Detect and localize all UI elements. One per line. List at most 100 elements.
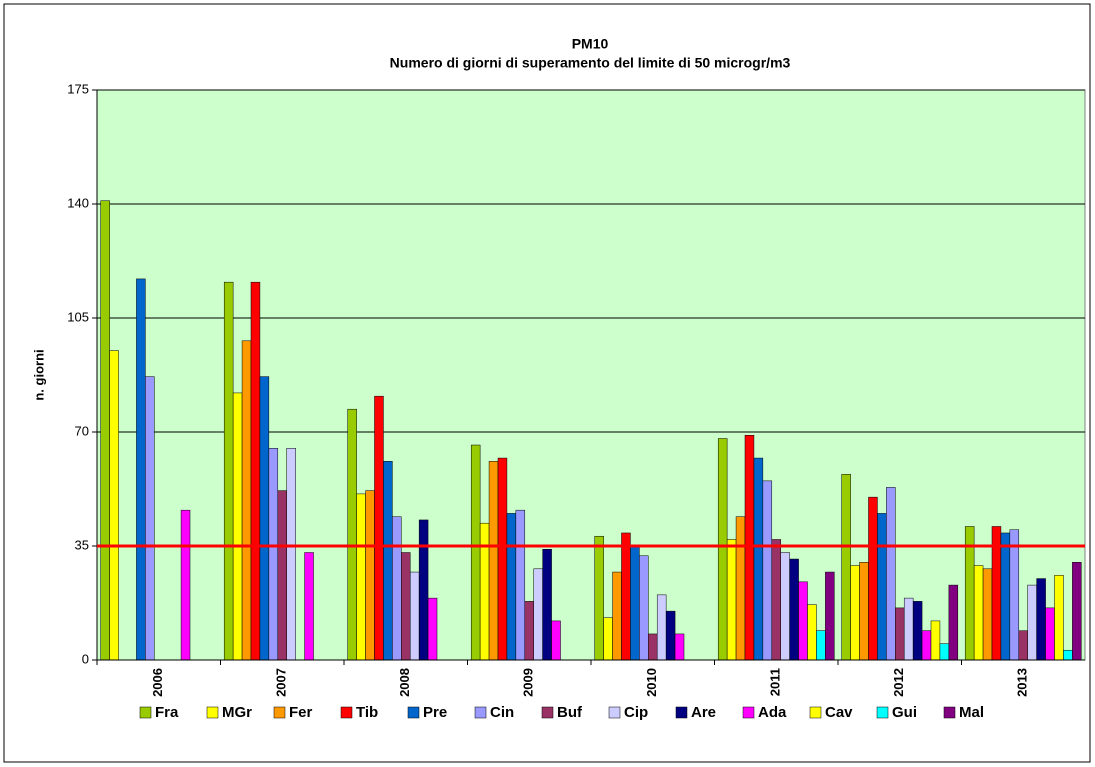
legend-swatch	[876, 706, 889, 719]
bar	[780, 552, 790, 661]
bar	[912, 601, 923, 661]
legend-swatch	[608, 706, 621, 719]
bar	[1027, 584, 1037, 661]
y-tick-label: 70	[75, 423, 89, 438]
bar	[401, 552, 411, 661]
y-tick-label: 105	[67, 309, 89, 324]
bar	[594, 535, 604, 661]
x-tick-label: 2012	[891, 668, 906, 697]
bar	[816, 630, 826, 661]
legend-label: Cav	[825, 704, 853, 721]
bar	[1054, 575, 1064, 661]
legend-label: Mal	[959, 704, 984, 721]
bar	[982, 568, 993, 661]
bar	[223, 281, 234, 661]
bar	[630, 545, 640, 661]
bar	[241, 340, 252, 661]
chart-title: PM10	[572, 36, 609, 52]
bar	[859, 562, 869, 661]
bar	[798, 581, 808, 661]
bar	[470, 444, 481, 661]
legend-swatch	[541, 706, 554, 719]
bar	[939, 643, 950, 661]
bar	[903, 597, 914, 661]
bar	[479, 522, 490, 661]
legend-swatch	[742, 706, 755, 719]
y-axis-label: n. giorni	[31, 349, 46, 400]
legend-swatch	[340, 706, 353, 719]
bar	[1009, 529, 1020, 661]
chart-subtitle: Numero di giorni di superamento del limi…	[390, 55, 791, 71]
bar	[232, 392, 243, 661]
bar	[347, 408, 357, 661]
bar	[789, 558, 799, 661]
bar	[259, 376, 270, 661]
legend-label: Gui	[892, 704, 917, 721]
bar	[771, 539, 781, 661]
bar	[726, 539, 737, 661]
bar	[365, 490, 375, 661]
bar	[277, 490, 287, 661]
bar	[136, 278, 146, 661]
y-tick-label: 0	[82, 651, 89, 666]
x-tick-label: 2009	[521, 668, 536, 697]
legend-label: Cin	[490, 704, 514, 721]
bar	[383, 461, 393, 661]
bar	[418, 519, 429, 661]
bar	[1063, 649, 1073, 661]
bar	[427, 597, 438, 661]
bar	[392, 516, 402, 661]
bar	[850, 565, 860, 661]
bar	[612, 571, 622, 661]
x-tick-label: 2007	[274, 668, 289, 697]
bar	[948, 584, 959, 661]
legend-swatch	[139, 706, 152, 719]
bar	[877, 513, 887, 661]
legend-label: Fra	[155, 704, 179, 721]
bar	[753, 457, 764, 661]
y-tick-label: 140	[67, 195, 89, 210]
x-tick-label: 2010	[644, 668, 659, 697]
bar	[603, 617, 613, 661]
bar	[717, 438, 728, 661]
bar	[1072, 562, 1082, 661]
x-tick-label: 2008	[397, 668, 412, 697]
bar	[868, 496, 878, 661]
bar	[1045, 607, 1055, 661]
bar	[268, 448, 279, 661]
bar	[841, 474, 851, 661]
bar	[1036, 578, 1046, 661]
x-tick-label: 2006	[150, 668, 165, 697]
bar	[409, 571, 420, 661]
bar	[735, 516, 746, 661]
bar	[250, 281, 261, 661]
bar	[762, 480, 773, 661]
bar	[356, 493, 366, 661]
y-tick-label: 175	[67, 81, 89, 96]
legend-swatch	[407, 706, 420, 719]
legend-label: Are	[691, 704, 716, 721]
bar	[488, 461, 499, 661]
bar	[656, 594, 667, 661]
bar	[674, 633, 685, 661]
bar	[1018, 630, 1028, 661]
bar	[506, 513, 517, 661]
legend-label: Buf	[557, 704, 583, 721]
bar	[286, 448, 296, 661]
bar	[921, 630, 932, 661]
bar	[930, 620, 941, 661]
bar	[304, 552, 314, 661]
bar	[886, 487, 896, 661]
bar	[807, 604, 817, 661]
bar	[533, 568, 543, 661]
legend-swatch	[675, 706, 688, 719]
legend-swatch	[273, 706, 286, 719]
bar	[744, 435, 755, 661]
legend-swatch	[474, 706, 487, 719]
legend-label: MGr	[222, 704, 252, 721]
bar	[497, 457, 508, 661]
bar	[515, 509, 526, 661]
bar	[524, 601, 534, 661]
bar	[145, 376, 155, 661]
legend-swatch	[943, 706, 956, 719]
